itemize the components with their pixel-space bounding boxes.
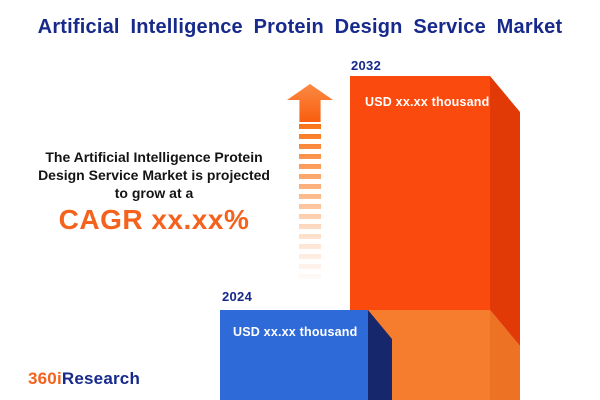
bar-2032-side xyxy=(490,76,520,346)
bar-2032-front xyxy=(350,76,490,310)
page-title: Artificial Intelligence Protein Design S… xyxy=(37,16,563,38)
bar-value-2032: USD xx.xx thousand xyxy=(365,95,490,109)
year-label-2024: 2024 xyxy=(222,289,253,304)
bar-2024-front xyxy=(220,310,368,400)
description-block: The Artificial Intelligence Protein Desi… xyxy=(8,148,300,202)
logo-360i: 360i xyxy=(28,369,62,388)
logo-research: Research xyxy=(61,369,141,388)
bar-value-2024: USD xx.xx thousand xyxy=(233,325,358,339)
logo: 360iResearch xyxy=(28,369,140,389)
description-line-2: Design Service Market is projected xyxy=(38,167,270,183)
description-line-1: The Artificial Intelligence Protein xyxy=(45,149,263,165)
cagr-value: CAGR xx.xx% xyxy=(58,204,250,235)
bar-2032-side-lower xyxy=(490,310,520,400)
bar-2024-side xyxy=(368,310,392,400)
year-label-2032: 2032 xyxy=(351,58,382,73)
arrow-trail-dashes xyxy=(299,124,321,286)
description-line-3: to grow at a xyxy=(114,185,194,201)
